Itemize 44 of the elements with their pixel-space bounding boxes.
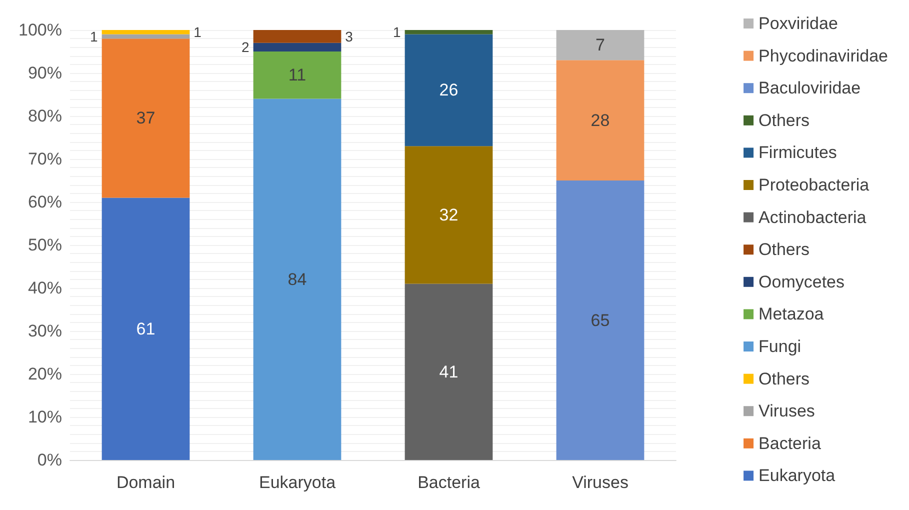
- legend-label: Poxviridae: [758, 14, 838, 33]
- data-label: 1: [90, 28, 98, 44]
- data-label: 11: [288, 66, 306, 85]
- x-tick-label: Domain: [116, 473, 176, 492]
- y-tick-label: 70%: [28, 150, 62, 168]
- y-tick-label: 50%: [28, 236, 62, 254]
- y-tick-label: 0%: [37, 450, 62, 470]
- legend-label: Others: [758, 110, 810, 130]
- legend-label: Proteobacteria: [758, 176, 870, 194]
- data-label: 37: [136, 108, 156, 128]
- data-label: 28: [590, 110, 610, 130]
- legend-label: Viruses: [758, 402, 815, 421]
- legend-label: Firmicutes: [758, 143, 837, 162]
- data-label: 3: [345, 28, 354, 44]
- legend-label: Others: [758, 369, 810, 388]
- data-label: 84: [288, 270, 307, 289]
- data-label: 1: [194, 24, 202, 40]
- legend-label: Metazoa: [758, 304, 824, 324]
- data-label: 61: [136, 319, 156, 338]
- data-label: 32: [439, 205, 458, 224]
- data-label: 41: [439, 362, 458, 382]
- legend-label: Actinobacteria: [758, 208, 867, 227]
- y-tick-label: 30%: [28, 322, 62, 340]
- legend-label: Fungi: [758, 337, 802, 356]
- legend-label: Baculoviridae: [758, 78, 861, 98]
- y-tick-label: 60%: [28, 192, 62, 212]
- data-label: 1: [393, 24, 402, 40]
- x-tick-label: Bacteria: [418, 473, 480, 492]
- data-label: 26: [439, 80, 458, 100]
- y-tick-label: 100%: [18, 20, 62, 40]
- legend-label: Others: [758, 240, 810, 260]
- data-label: 65: [590, 310, 610, 330]
- x-tick-label: Eukaryota: [258, 473, 336, 492]
- legend-label: Phycodinaviridae: [758, 46, 888, 66]
- y-tick-label: 20%: [28, 364, 62, 384]
- y-tick-label: 10%: [28, 408, 62, 426]
- x-tick-label: Viruses: [572, 473, 628, 492]
- y-tick-label: 90%: [28, 64, 62, 82]
- y-tick-label: 80%: [28, 106, 62, 126]
- y-tick-label: 40%: [28, 278, 62, 298]
- legend-label: Bacteria: [758, 434, 822, 453]
- data-label: 7: [596, 36, 605, 55]
- data-label: 2: [242, 39, 250, 56]
- legend-label: Oomycetes: [758, 272, 845, 292]
